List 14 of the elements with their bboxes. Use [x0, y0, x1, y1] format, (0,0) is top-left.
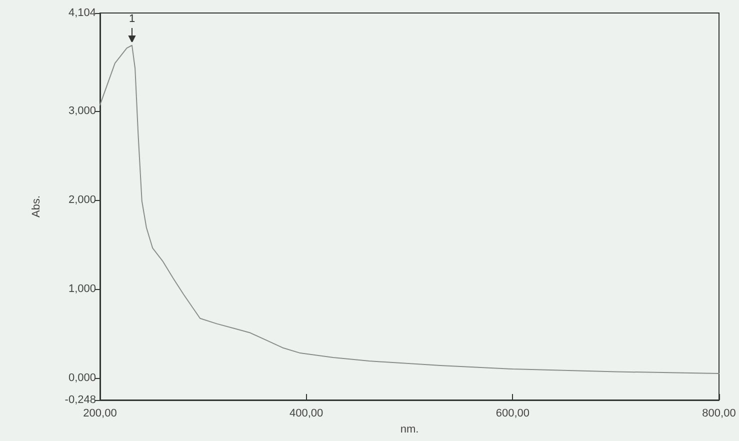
y-axis-title: Abs.: [30, 195, 42, 218]
x-axis-title: nm.: [400, 424, 419, 436]
x-tick-label: 600,00: [496, 408, 530, 420]
y-tick-label: 2,000: [68, 194, 96, 206]
x-tick-label: 200,00: [83, 408, 117, 420]
y-tick-label: 4,104: [68, 7, 96, 19]
annotation: 1: [128, 13, 136, 26]
y-tick-label: 1,000: [68, 283, 96, 296]
line-series: [100, 44, 720, 374]
y-tick-label: -0,248: [64, 394, 96, 406]
y-tick-label: 3,000: [68, 105, 96, 118]
x-tick-label: 800,00: [702, 408, 736, 420]
y-tick-label: 0,000: [68, 372, 96, 384]
x-tick-label: 400,00: [290, 408, 324, 420]
